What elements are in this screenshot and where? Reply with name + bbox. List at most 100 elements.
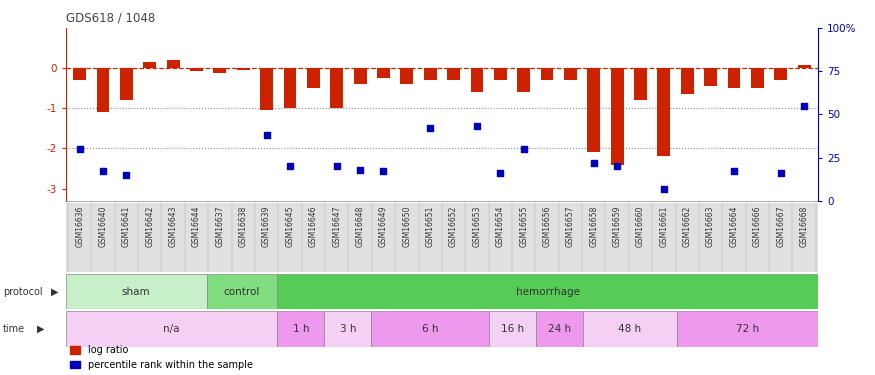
- Text: GSM16648: GSM16648: [355, 206, 365, 248]
- Text: GSM16660: GSM16660: [636, 206, 645, 248]
- Point: [376, 168, 390, 174]
- Text: control: control: [224, 286, 260, 297]
- Text: ▶: ▶: [51, 286, 59, 297]
- Bar: [260, 68, 273, 110]
- Text: n/a: n/a: [164, 324, 179, 334]
- Text: GSM16642: GSM16642: [145, 206, 154, 248]
- Text: GSM16644: GSM16644: [192, 206, 201, 248]
- Text: sham: sham: [122, 286, 150, 297]
- Point: [727, 168, 741, 174]
- Text: 72 h: 72 h: [736, 324, 760, 334]
- Text: GSM16662: GSM16662: [682, 206, 692, 248]
- Point: [283, 163, 297, 169]
- Point: [96, 168, 110, 174]
- Bar: [307, 68, 319, 88]
- Text: GSM16667: GSM16667: [776, 206, 785, 248]
- Bar: [377, 68, 390, 78]
- Bar: [657, 68, 670, 156]
- Bar: [120, 68, 133, 100]
- Bar: [284, 68, 297, 108]
- Bar: [74, 68, 86, 80]
- Text: 16 h: 16 h: [500, 324, 524, 334]
- Bar: [277, 311, 325, 347]
- Bar: [564, 68, 577, 80]
- Text: GSM16652: GSM16652: [449, 206, 458, 248]
- Bar: [330, 68, 343, 108]
- Bar: [447, 68, 460, 80]
- Bar: [66, 274, 206, 309]
- Text: GSM16651: GSM16651: [426, 206, 435, 248]
- Text: time: time: [3, 324, 24, 334]
- Text: GSM16653: GSM16653: [473, 206, 481, 248]
- Point: [330, 163, 344, 169]
- Bar: [325, 311, 371, 347]
- Text: GSM16647: GSM16647: [332, 206, 341, 248]
- Text: GSM16668: GSM16668: [800, 206, 808, 248]
- Text: GSM16636: GSM16636: [75, 206, 84, 248]
- Text: GSM16650: GSM16650: [402, 206, 411, 248]
- Point: [610, 163, 624, 169]
- Text: 6 h: 6 h: [422, 324, 438, 334]
- Text: 1 h: 1 h: [292, 324, 309, 334]
- Text: GSM16658: GSM16658: [589, 206, 598, 248]
- Bar: [751, 68, 764, 88]
- Text: GSM16643: GSM16643: [169, 206, 178, 248]
- Bar: [611, 68, 624, 165]
- Point: [587, 160, 601, 166]
- Bar: [517, 68, 530, 92]
- Text: GSM16646: GSM16646: [309, 206, 318, 248]
- Bar: [144, 62, 156, 68]
- Bar: [798, 65, 810, 68]
- Bar: [277, 274, 818, 309]
- Bar: [214, 68, 227, 73]
- Point: [657, 186, 671, 192]
- Text: ▶: ▶: [37, 324, 45, 334]
- Text: GSM16645: GSM16645: [285, 206, 295, 248]
- Bar: [583, 311, 677, 347]
- Point: [774, 170, 788, 176]
- Text: GDS618 / 1048: GDS618 / 1048: [66, 11, 155, 24]
- Text: 48 h: 48 h: [619, 324, 641, 334]
- Text: GSM16641: GSM16641: [122, 206, 131, 248]
- Text: 3 h: 3 h: [340, 324, 356, 334]
- Bar: [96, 68, 109, 112]
- Text: GSM16655: GSM16655: [519, 206, 528, 248]
- Text: GSM16656: GSM16656: [542, 206, 551, 248]
- Text: GSM16639: GSM16639: [262, 206, 271, 248]
- Bar: [167, 60, 179, 68]
- Text: GSM16640: GSM16640: [99, 206, 108, 248]
- Bar: [774, 68, 788, 80]
- Bar: [634, 68, 647, 100]
- Text: GSM16659: GSM16659: [612, 206, 621, 248]
- Text: 24 h: 24 h: [548, 324, 571, 334]
- Text: hemorrhage: hemorrhage: [515, 286, 580, 297]
- Text: protocol: protocol: [3, 286, 42, 297]
- Text: GSM16663: GSM16663: [706, 206, 715, 248]
- Bar: [489, 311, 536, 347]
- Point: [470, 123, 484, 129]
- Bar: [66, 311, 277, 347]
- Bar: [587, 68, 600, 153]
- Bar: [206, 274, 277, 309]
- Text: GSM16654: GSM16654: [496, 206, 505, 248]
- Bar: [66, 202, 818, 272]
- Bar: [493, 68, 507, 80]
- Point: [119, 172, 133, 178]
- Legend: log ratio, percentile rank within the sample: log ratio, percentile rank within the sa…: [71, 345, 253, 370]
- Bar: [190, 68, 203, 72]
- Text: GSM16661: GSM16661: [660, 206, 668, 248]
- Text: GSM16657: GSM16657: [566, 206, 575, 248]
- Text: GSM16664: GSM16664: [730, 206, 738, 248]
- Bar: [704, 68, 717, 86]
- Text: GSM16649: GSM16649: [379, 206, 388, 248]
- Point: [493, 170, 507, 176]
- Point: [797, 103, 811, 109]
- Bar: [237, 68, 249, 70]
- Bar: [536, 311, 583, 347]
- Bar: [424, 68, 437, 80]
- Point: [260, 132, 274, 138]
- Text: GSM16637: GSM16637: [215, 206, 224, 248]
- Point: [424, 125, 438, 131]
- Bar: [728, 68, 740, 88]
- Text: GSM16638: GSM16638: [239, 206, 248, 248]
